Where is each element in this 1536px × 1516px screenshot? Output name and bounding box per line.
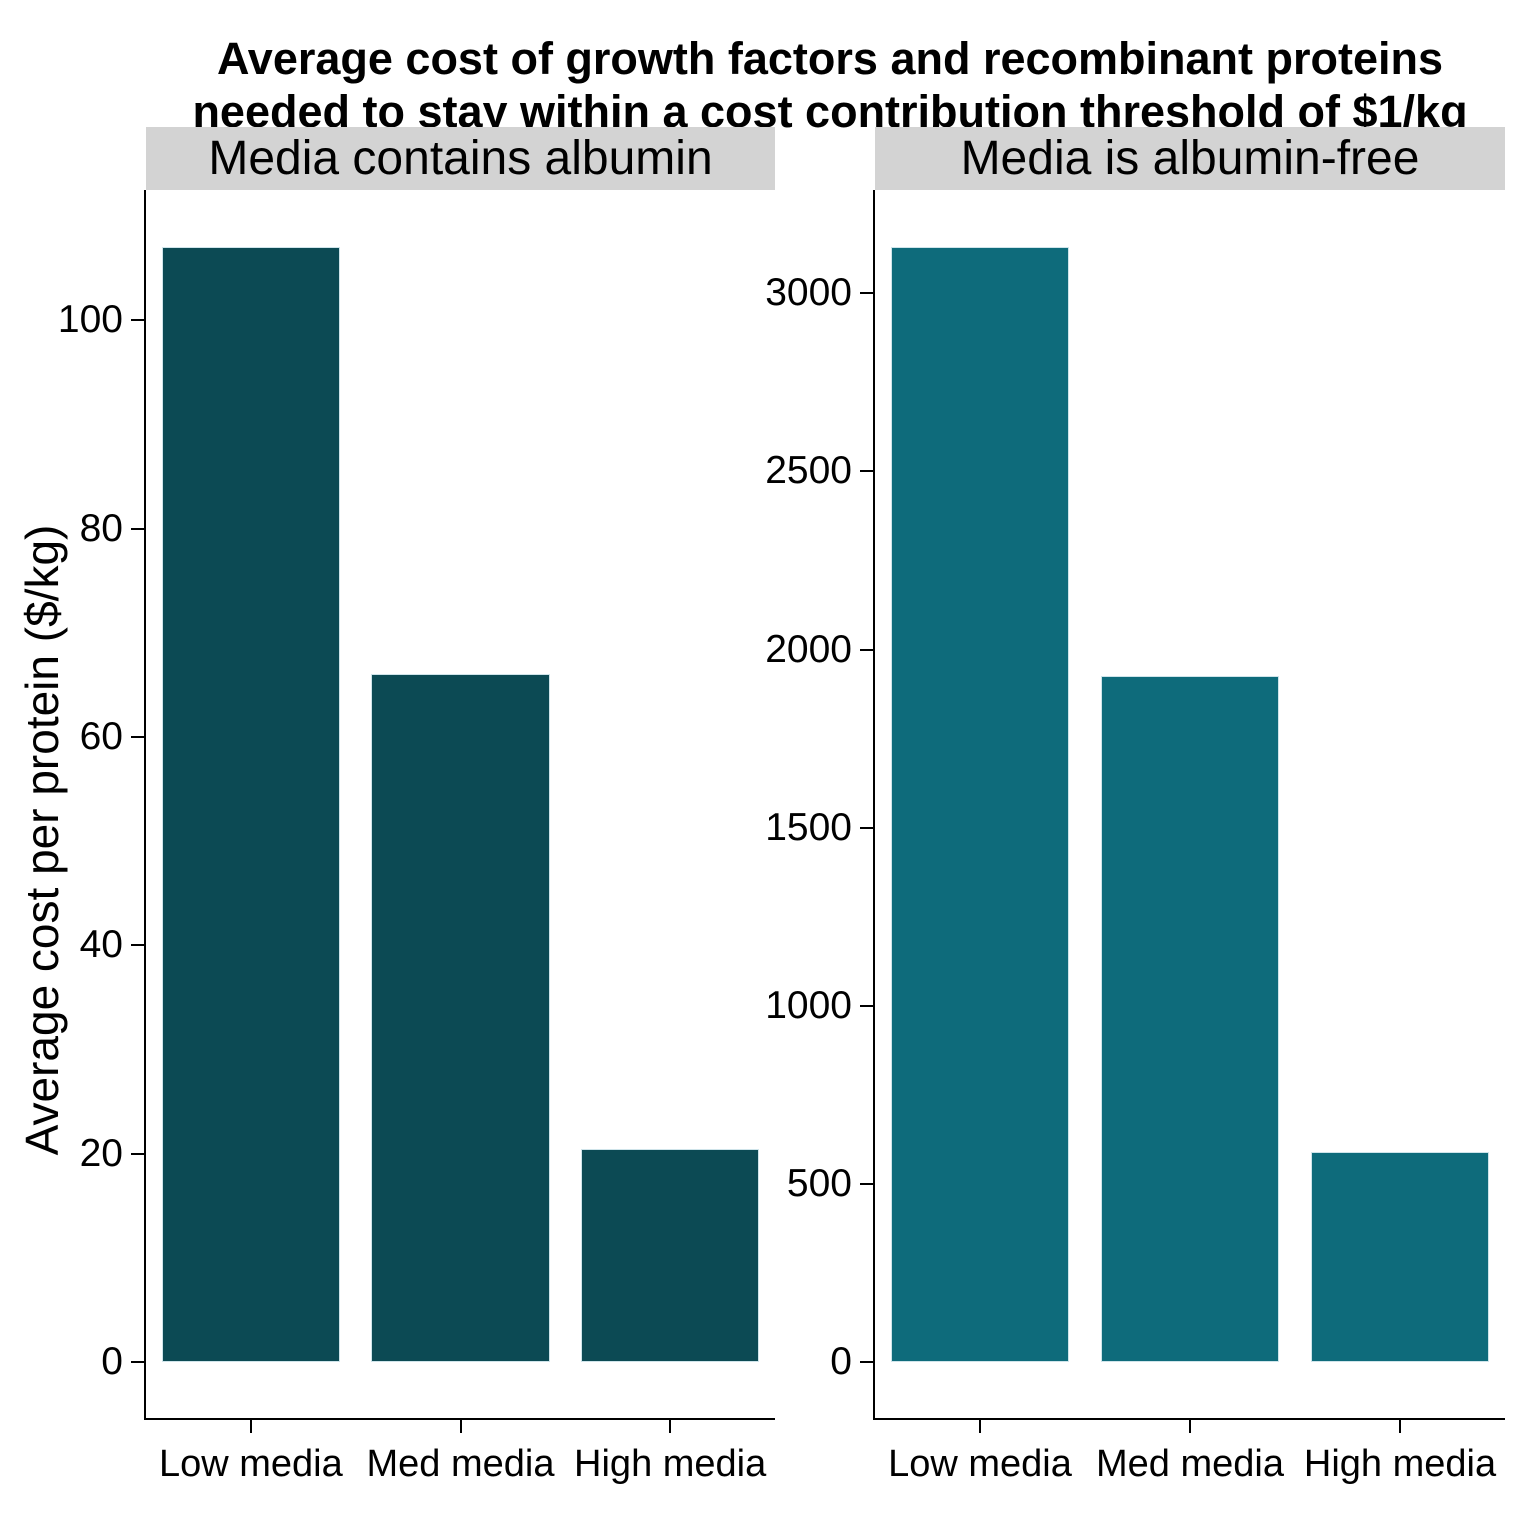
y-tick-mark: [860, 648, 873, 651]
bar-media-contains-albumin-high-media: [581, 1149, 760, 1362]
chart-title: Average cost of growth factors and recom…: [150, 32, 1510, 138]
x-tick-mark: [1189, 1420, 1191, 1433]
y-tick-label: 1500: [765, 805, 852, 849]
facet-strip-label: Media is albumin-free: [960, 132, 1420, 185]
y-tick-label: 80: [79, 506, 123, 550]
x-axis-line: [873, 1418, 1505, 1420]
y-tick-mark: [131, 319, 144, 322]
x-tick-mark: [459, 1420, 462, 1433]
y-tick-mark: [860, 1361, 873, 1363]
bar-media-contains-albumin-med-media: [371, 674, 550, 1362]
x-category-label: Med media: [1096, 1443, 1284, 1485]
y-tick-label: 60: [79, 714, 123, 758]
x-tick-mark: [249, 1420, 252, 1433]
y-tick-label: 0: [101, 1340, 123, 1383]
x-axis-line: [144, 1418, 775, 1420]
x-tick-mark: [669, 1420, 672, 1433]
y-tick-mark: [131, 1152, 144, 1155]
y-tick-mark: [131, 1361, 144, 1363]
y-tick-label: 2000: [765, 627, 852, 671]
y-tick-mark: [860, 470, 873, 473]
y-axis-line: [873, 190, 875, 1420]
facet-strip: Media contains albumin: [146, 127, 775, 190]
x-category-label: High media: [574, 1443, 767, 1485]
y-tick-label: 500: [786, 1161, 852, 1205]
y-tick-label: 40: [79, 923, 123, 967]
y-tick-mark: [860, 292, 873, 295]
x-tick-mark: [1399, 1420, 1401, 1433]
y-tick-label: 0: [830, 1340, 852, 1383]
y-axis-title: Average cost per protein ($/kg): [16, 524, 68, 1156]
x-category-label: Low media: [888, 1443, 1072, 1485]
x-tick-mark: [979, 1420, 981, 1433]
x-category-label: Med media: [366, 1443, 555, 1485]
chart-title-line-1: Average cost of growth factors and recom…: [216, 33, 1444, 84]
y-tick-label: 3000: [765, 271, 852, 315]
facet-strip: Media is albumin-free: [875, 127, 1505, 190]
y-tick-mark: [131, 944, 144, 947]
y-tick-mark: [860, 1182, 873, 1185]
x-category-label: Low media: [158, 1443, 343, 1485]
y-axis-line: [144, 190, 146, 1420]
x-category-label: High media: [1303, 1443, 1497, 1485]
y-tick-label: 1000: [765, 983, 852, 1027]
y-tick-label: 20: [79, 1131, 123, 1175]
y-tick-label: 100: [57, 298, 123, 342]
y-tick-label: 2500: [765, 449, 852, 493]
y-tick-mark: [860, 826, 873, 829]
bar-media-is-albumin-free-high-media: [1310, 1151, 1490, 1362]
bar-media-is-albumin-free-low-media: [890, 246, 1070, 1362]
bar-media-contains-albumin-low-media: [161, 247, 340, 1362]
y-tick-mark: [860, 1004, 873, 1007]
y-tick-mark: [131, 735, 144, 738]
bar-media-is-albumin-free-med-media: [1100, 676, 1280, 1362]
y-tick-mark: [131, 527, 144, 530]
facet-strip-label: Media contains albumin: [208, 132, 713, 185]
